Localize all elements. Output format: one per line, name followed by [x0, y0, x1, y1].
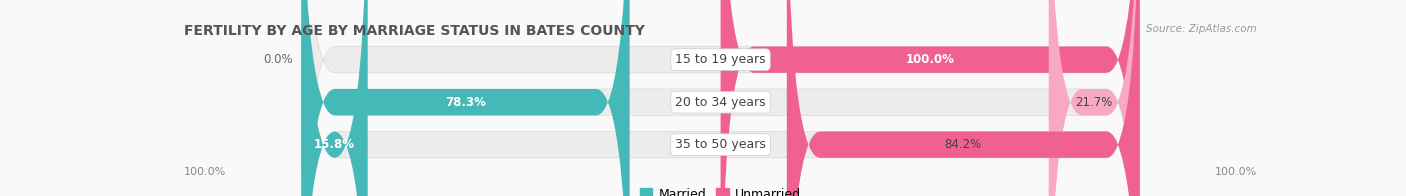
- FancyBboxPatch shape: [301, 0, 368, 196]
- FancyBboxPatch shape: [721, 0, 1140, 196]
- FancyBboxPatch shape: [1049, 0, 1140, 196]
- Text: 21.7%: 21.7%: [1076, 96, 1114, 109]
- Text: 100.0%: 100.0%: [905, 53, 955, 66]
- Text: 15.8%: 15.8%: [314, 138, 356, 151]
- Text: 100.0%: 100.0%: [1215, 167, 1257, 177]
- Text: 0.0%: 0.0%: [263, 53, 292, 66]
- FancyBboxPatch shape: [301, 0, 1140, 196]
- Text: FERTILITY BY AGE BY MARRIAGE STATUS IN BATES COUNTY: FERTILITY BY AGE BY MARRIAGE STATUS IN B…: [184, 24, 645, 37]
- Text: 78.3%: 78.3%: [446, 96, 486, 109]
- FancyBboxPatch shape: [787, 0, 1140, 196]
- Text: 100.0%: 100.0%: [184, 167, 226, 177]
- Text: 20 to 34 years: 20 to 34 years: [675, 96, 766, 109]
- FancyBboxPatch shape: [301, 0, 630, 196]
- Text: Source: ZipAtlas.com: Source: ZipAtlas.com: [1146, 24, 1257, 34]
- Text: 15 to 19 years: 15 to 19 years: [675, 53, 766, 66]
- Text: 84.2%: 84.2%: [945, 138, 981, 151]
- FancyBboxPatch shape: [301, 0, 1140, 196]
- Legend: Married, Unmarried: Married, Unmarried: [636, 183, 806, 196]
- Text: 35 to 50 years: 35 to 50 years: [675, 138, 766, 151]
- FancyBboxPatch shape: [301, 0, 1140, 196]
